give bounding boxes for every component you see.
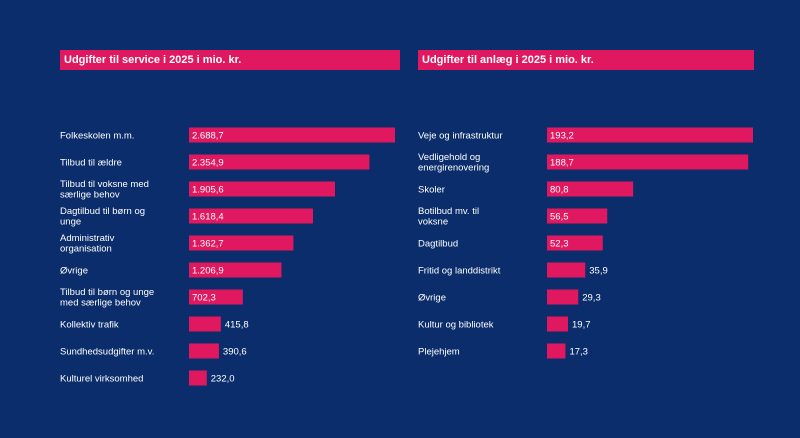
category-label: Tilbud til ældre — [60, 157, 122, 168]
value-label: 193,2 — [550, 131, 574, 142]
category-label: Fritid og landdistrikt — [418, 265, 501, 276]
bar — [547, 208, 608, 224]
value-label: 2.354,9 — [192, 158, 224, 169]
bar-group: Vedligehold og energirenovering 188,7 — [418, 152, 749, 174]
bar-group: Tilbud til ældre 2.354,9 — [60, 154, 370, 170]
bar — [547, 316, 569, 332]
construction-chart-panel: Udgifter til anlæg i 2025 i mio. kr. Vej… — [418, 0, 754, 438]
bar — [547, 343, 566, 359]
category-label: Administrativ organisation — [60, 233, 115, 255]
bar-group: Øvrige 29,3 — [418, 289, 601, 305]
bar — [189, 154, 370, 170]
value-label: 188,7 — [550, 158, 574, 169]
value-label: 56,5 — [550, 212, 569, 223]
category-label: Folkeskolen m.m. — [60, 130, 134, 141]
value-label: 80,8 — [550, 185, 569, 196]
bar-group: Skoler 80,8 — [418, 181, 634, 197]
value-label: 232,0 — [211, 374, 235, 385]
bar-group: Kulturel virksomhed 232,0 — [60, 370, 235, 386]
category-label: Botilbud mv. til voksne — [418, 206, 479, 228]
bar-group: Plejehjem 17,3 — [418, 343, 588, 359]
bar-group: Dagtilbud til børn og unge 1.618,4 — [60, 206, 313, 228]
bar — [547, 181, 634, 197]
bar-group: Tilbud til børn og unge med særlige behov… — [60, 287, 243, 309]
category-label: Tilbud til børn og unge med særlige behov — [60, 287, 154, 309]
category-label: Vedligehold og energirenovering — [418, 152, 489, 174]
category-label: Tilbud til voksne med særlige behov — [60, 179, 149, 201]
value-label: 2.688,7 — [192, 131, 224, 142]
bar-group: Administrativ organisation 1.362,7 — [60, 233, 294, 255]
category-label: Sundhedsudgifter m.v. — [60, 346, 154, 357]
category-label: Veje og infrastruktur — [418, 130, 503, 141]
category-label: Kultur og bibliotek — [418, 319, 494, 330]
bar-group: Fritid og landdistrikt 35,9 — [418, 262, 608, 278]
bar-group: Dagtilbud 52,3 — [418, 235, 603, 251]
value-label: 1.362,7 — [192, 239, 224, 250]
bar — [547, 154, 749, 170]
bar — [547, 262, 586, 278]
category-label: Øvrige — [418, 292, 446, 303]
category-label: Plejehjem — [418, 346, 460, 357]
construction-chart-title: Udgifter til anlæg i 2025 i mio. kr. — [418, 50, 754, 70]
bar-group: Kultur og bibliotek 19,7 — [418, 316, 591, 332]
bar-group: Tilbud til voksne med særlige behov 1.905,… — [60, 179, 336, 201]
value-label: 29,3 — [582, 293, 601, 304]
category-label: Skoler — [418, 184, 445, 195]
bar-group: Veje og infrastruktur 193,2 — [418, 127, 753, 143]
bar-group: Kollektiv trafik 415,8 — [60, 316, 249, 332]
bar — [189, 343, 219, 359]
category-label: Dagtilbud til børn og unge — [60, 206, 145, 228]
value-label: 52,3 — [550, 239, 569, 250]
value-label: 35,9 — [589, 266, 608, 277]
bar-group: Folkeskolen m.m. 2.688,7 — [60, 127, 395, 143]
category-label: Dagtilbud — [418, 238, 458, 249]
service-chart-title: Udgifter til service i 2025 i mio. kr. — [60, 50, 400, 70]
category-label: Kollektiv trafik — [60, 319, 119, 330]
value-label: 1.618,4 — [192, 212, 224, 223]
bar — [547, 235, 603, 251]
value-label: 17,3 — [569, 347, 588, 358]
category-label: Kulturel virksomhed — [60, 373, 143, 384]
value-label: 19,7 — [572, 320, 591, 331]
construction-bar-chart: Veje og infrastruktur 193,2 Vedligehold og… — [418, 127, 753, 359]
bar — [189, 316, 221, 332]
value-label: 415,8 — [225, 320, 249, 331]
bar — [189, 235, 294, 251]
bar — [189, 127, 395, 143]
bar — [189, 262, 282, 278]
category-label: Øvrige — [60, 265, 88, 276]
value-label: 1.206,9 — [192, 266, 224, 277]
service-bar-chart: Folkeskolen m.m. 2.688,7 Tilbud til ældre 2… — [60, 127, 395, 386]
value-label: 1.905,6 — [192, 185, 224, 196]
value-label: 390,6 — [223, 347, 247, 358]
bar — [547, 289, 579, 305]
bar — [189, 289, 243, 305]
bar — [547, 127, 753, 143]
bar-group: Øvrige 1.206,9 — [60, 262, 282, 278]
bar — [189, 208, 313, 224]
bar-group: Botilbud mv. til voksne 56,5 — [418, 206, 608, 228]
bar-group: Sundhedsudgifter m.v. 390,6 — [60, 343, 247, 359]
bar — [189, 181, 336, 197]
bar — [189, 370, 207, 386]
service-chart-panel: Udgifter til service i 2025 i mio. kr. F… — [60, 0, 400, 438]
value-label: 702,3 — [192, 293, 216, 304]
